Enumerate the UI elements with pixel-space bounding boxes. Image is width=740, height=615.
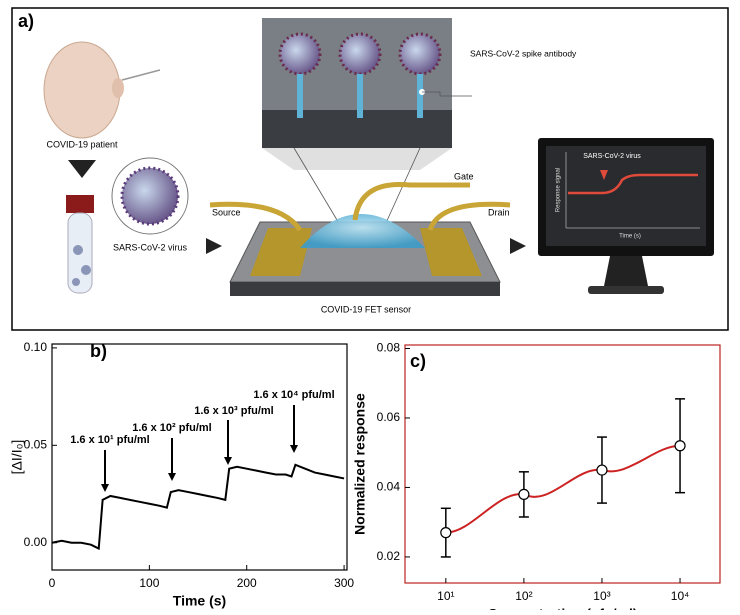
fit-curve (445, 444, 681, 534)
y-tick-label: 0.10 (24, 340, 48, 354)
monitor-xlabel: Time (s) (619, 234, 641, 240)
annotation: 1.6 x 10³ pfu/ml (194, 405, 273, 417)
plot-frame (404, 344, 721, 584)
panel-label: c) (410, 351, 426, 371)
y-tick-label: 0.00 (24, 535, 48, 549)
x-tick-label: 100 (139, 576, 159, 590)
y-axis-label: [ΔI/I₀] (9, 440, 25, 475)
inset-photo (262, 18, 472, 170)
y-tick-label: 0.05 (24, 437, 48, 451)
x-tick-label: 10³ (593, 589, 610, 603)
test-tube (66, 195, 94, 294)
annotation: 1.6 x 10² pfu/ml (132, 422, 211, 434)
antibody-label: SARS-CoV-2 spike antibody (470, 48, 577, 58)
y-tick-label: 0.02 (377, 549, 401, 563)
monitor (538, 138, 714, 294)
zoom-line (293, 147, 341, 226)
monitor-event: SARS-CoV-2 virus (583, 153, 641, 160)
panel-label: a) (18, 11, 34, 31)
patient-label: COVID-19 patient (46, 139, 118, 149)
source-label: Source (212, 207, 241, 217)
monitor-ylabel: Response signal (556, 168, 562, 212)
y-tick-label: 0.06 (377, 410, 401, 424)
plot-frame (51, 343, 348, 571)
annotation-arrowhead (168, 473, 176, 481)
annotation-arrowhead (224, 457, 232, 465)
x-axis-label: Concentration (pfu/ml) (487, 606, 637, 610)
sensor-label: COVID-19 FET sensor (321, 304, 411, 314)
data-point (596, 464, 608, 476)
y-axis-label: Normalized response (352, 393, 368, 535)
annotation-arrowhead (290, 445, 298, 453)
data-point (440, 527, 452, 539)
annotation-arrowhead (101, 484, 109, 492)
annotation: 1.6 x 10⁴ pfu/ml (253, 389, 334, 401)
x-tick-label: 10⁴ (671, 589, 690, 603)
x-tick-label: 0 (49, 576, 56, 590)
virus-label: SARS-CoV-2 virus (113, 242, 188, 252)
fet-chip (209, 181, 511, 296)
virus (120, 166, 180, 226)
drain-label: Drain (488, 207, 510, 217)
x-tick-label: 10² (515, 589, 532, 603)
gate-label: Gate (454, 171, 474, 181)
arrow-right (206, 238, 222, 254)
arrow-right (510, 238, 526, 254)
x-tick-label: 300 (334, 576, 354, 590)
y-tick-label: 0.04 (377, 480, 401, 494)
annotation: 1.6 x 10¹ pfu/ml (70, 434, 149, 446)
x-tick-label: 200 (237, 576, 257, 590)
panel-a: a) COVID-19 patient SARS-CoV-2 virus (11, 7, 729, 331)
data-line (51, 463, 345, 551)
x-tick-label: 10¹ (437, 589, 454, 603)
data-point (674, 440, 686, 452)
y-tick-label: 0.08 (377, 341, 401, 355)
x-axis-label: Time (s) (173, 593, 226, 609)
arrow-down (68, 160, 96, 178)
data-point (518, 488, 530, 501)
panel-label: b) (90, 341, 107, 361)
patient-head (43, 41, 161, 139)
